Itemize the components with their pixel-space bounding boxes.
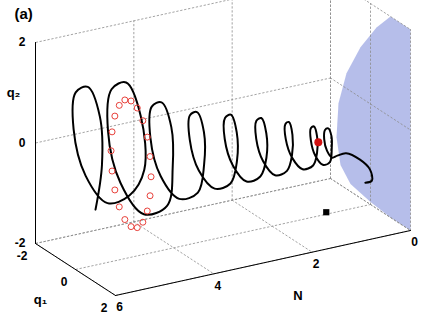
svg-text:(a): (a) — [15, 5, 33, 22]
svg-text:0: 0 — [19, 136, 26, 150]
svg-text:q₂: q₂ — [7, 85, 21, 100]
svg-text:6: 6 — [116, 300, 123, 314]
svg-text:4: 4 — [214, 279, 221, 293]
svg-text:-2: -2 — [15, 236, 26, 250]
svg-text:-2: -2 — [17, 249, 28, 263]
svg-text:2: 2 — [313, 257, 320, 271]
svg-text:0: 0 — [61, 275, 68, 289]
svg-text:2: 2 — [19, 35, 26, 49]
svg-text:2: 2 — [101, 301, 108, 315]
svg-text:0: 0 — [411, 235, 418, 249]
svg-text:N: N — [293, 288, 302, 303]
svg-text:q₁: q₁ — [34, 292, 47, 307]
